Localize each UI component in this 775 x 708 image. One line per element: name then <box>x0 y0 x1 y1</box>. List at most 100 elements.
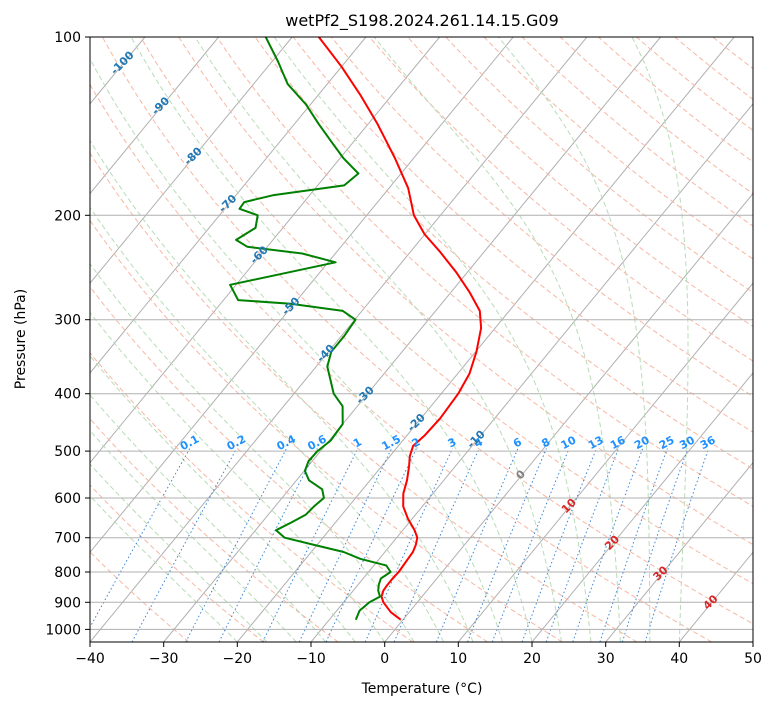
x-tick-label: −30 <box>149 651 179 667</box>
dry-adiabat-line <box>368 37 753 362</box>
isotherm-line <box>457 282 753 642</box>
mixing-ratio-line <box>435 448 519 642</box>
x-tick-label: 30 <box>597 651 615 667</box>
mixing-ratio-label: 10 <box>559 433 579 452</box>
isotherm-line <box>605 461 753 642</box>
dry-adiabat-line <box>90 484 264 642</box>
dry-adiabat-line <box>521 37 753 227</box>
x-tick-label: 50 <box>744 651 762 667</box>
mixing-ratio-line <box>131 448 238 642</box>
moist-adiabat-line <box>90 429 297 642</box>
mixing-ratio-line <box>185 448 287 642</box>
mixing-ratio-label: 16 <box>608 433 628 452</box>
y-tick-label: 100 <box>54 30 81 46</box>
dry-adiabat-line <box>90 219 563 642</box>
mixing-ratio-line <box>521 448 597 642</box>
x-tick-label: −40 <box>75 651 105 667</box>
dry-adiabat-line <box>330 37 753 397</box>
plot-frame <box>89 36 754 643</box>
moist-adiabat-line <box>194 37 562 642</box>
dewpoint-profile-line <box>229 37 392 621</box>
isotherm-line <box>90 37 588 642</box>
isotherm-line <box>531 372 753 642</box>
dry-adiabat-line <box>483 37 753 260</box>
dry-adiabat-line <box>559 37 753 195</box>
y-tick-label: 500 <box>54 444 81 460</box>
dry-adiabat-line <box>90 152 638 642</box>
axes: −40 −30 −20 −10 0 10 20 30 40 5010020030040050060… <box>45 30 762 667</box>
moist-adiabat-line <box>90 394 327 642</box>
dry-adiabat-line <box>750 37 753 40</box>
mixing-ratio-label: 0.2 <box>225 432 248 453</box>
mixing-ratio-label: 0.1 <box>178 432 201 453</box>
y-axis-label: Pressure (hPa) <box>13 289 29 389</box>
dry-adiabat-line <box>90 551 190 642</box>
dry-adiabat-line <box>178 37 753 546</box>
mixing-ratio-line <box>621 448 689 642</box>
background-lines <box>0 37 753 642</box>
mixing-ratio-line <box>599 448 668 642</box>
x-axis-label: Temperature (°C) <box>361 681 483 697</box>
mixing-ratio-label: 1.5 <box>380 432 403 453</box>
dry-adiabat-line <box>90 83 712 642</box>
x-tick-label: 20 <box>523 651 541 667</box>
x-tick-label: 0 <box>380 651 389 667</box>
y-tick-label: 1000 <box>45 622 81 638</box>
mixing-ratio-label: 20 <box>632 433 652 452</box>
mixing-ratio-line <box>545 448 619 642</box>
moist-adiabat-line <box>90 495 238 642</box>
dry-adiabat-line <box>90 286 488 642</box>
dry-adiabat-line <box>292 37 753 433</box>
mixing-ratio-label: 0.6 <box>305 432 329 453</box>
x-tick-label: −20 <box>223 651 253 667</box>
isotherm-line <box>0 37 71 642</box>
mixing-ratio-label: 3 <box>446 435 459 450</box>
pressure-grid <box>90 37 753 630</box>
mixing-ratio-line <box>467 448 547 642</box>
dry-adiabat-line <box>90 352 414 642</box>
isotherm-line <box>163 37 661 642</box>
mixing-ratio-line <box>491 448 570 642</box>
mixing-ratio-line <box>262 448 359 642</box>
y-tick-label: 400 <box>54 387 81 403</box>
profile-series <box>229 37 483 621</box>
isotherm-line <box>310 103 753 642</box>
y-tick-label: 600 <box>54 491 81 507</box>
moist-adiabat-line <box>273 37 592 642</box>
moist-adiabat-line <box>631 37 689 642</box>
mixing-ratio-line <box>644 448 710 642</box>
moist-adiabat-line <box>498 37 651 642</box>
mixing-ratio-line <box>218 448 318 642</box>
isotherm-line <box>752 641 753 642</box>
moist-adiabat-line <box>90 311 386 642</box>
mixing-ratio-label: 30 <box>677 433 697 452</box>
moist-adiabat-line <box>130 37 533 642</box>
dry-adiabat-line <box>674 37 753 101</box>
isotherm-line <box>384 192 753 642</box>
dry-adiabat-line <box>712 37 753 70</box>
mixing-ratio-line <box>298 448 393 642</box>
y-tick-label: 300 <box>54 313 81 329</box>
moist-adiabat-line <box>90 262 415 642</box>
dry-adiabat-line <box>90 418 339 642</box>
isotherm-line <box>678 551 753 642</box>
moist-adiabat-line <box>90 355 356 642</box>
isotherm-line <box>90 37 440 464</box>
mixing-ratio-label: 36 <box>698 433 718 452</box>
isotherm-line <box>90 37 219 195</box>
mixing-ratio-label: 25 <box>657 433 677 452</box>
dry-adiabat-line <box>140 37 753 585</box>
y-tick-label: 900 <box>54 595 81 611</box>
mixing-ratio-label: 8 <box>539 435 552 450</box>
moist-adiabat-line <box>373 37 621 642</box>
mixing-ratio-line <box>90 448 191 629</box>
temperature-profile-line <box>318 37 483 621</box>
mixing-ratio-line <box>325 448 417 642</box>
moist-adiabat-line <box>90 463 268 642</box>
moist-adiabat-line <box>90 139 474 642</box>
isotherm-line <box>90 37 367 374</box>
dry-adiabat-line <box>254 37 753 470</box>
dry-adiabat-line <box>101 37 753 625</box>
mixing-ratio-label: 0.4 <box>275 432 299 453</box>
